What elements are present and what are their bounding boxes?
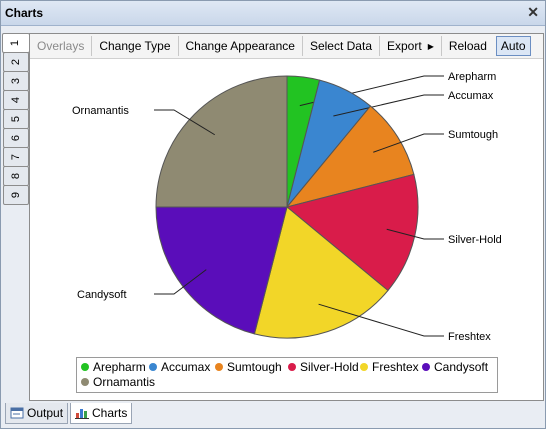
leader-line-freshtex [318,303,444,337]
legend-swatch [422,363,430,371]
leader-line-candysoft [154,269,207,295]
legend-label: Sumtough [227,360,282,374]
close-icon[interactable]: ✕ [527,4,539,20]
chart-legend: Arepharm Accumax Sumtough Silver-Hold Fresht… [76,357,498,393]
legend-label: Silver-Hold [300,360,359,374]
data-label-arepharm: Arepharm [448,71,496,83]
pie-slice-silver-hold[interactable] [285,173,419,292]
submenu-arrow-icon: ▶ [427,41,434,51]
chart-panel: Overlays Change Type Change Appearance S… [29,33,544,401]
legend-label: Freshtex [372,360,419,374]
legend-item-sumtough: Sumtough [215,360,282,374]
legend-item-accumax: Accumax [149,360,210,374]
pie-slice-freshtex[interactable] [253,206,389,339]
overlays-button[interactable]: Overlays [30,36,93,56]
pie-chart: Arepharm Accumax Sumtough Silver-Hold Fresht… [72,71,502,343]
reload-button[interactable]: Reload [448,39,487,53]
pie-slice-ornamantis[interactable] [155,75,288,208]
change-type-button[interactable]: Change Type [92,36,179,56]
data-label-freshtex: Freshtex [448,331,491,343]
bar-chart-icon [75,409,89,419]
legend-swatch [215,363,223,371]
legend-label: Arepharm [93,360,146,374]
legend-swatch [149,363,157,371]
chart-tab-9[interactable]: 9 [3,185,29,205]
legend-item-arepharm: Arepharm [81,360,146,374]
leader-line-ornamantis [154,109,216,136]
data-label-candysoft: Candysoft [77,289,127,301]
data-label-sumtough: Sumtough [448,129,498,141]
window-title: Charts [5,6,44,20]
chart-tabs: 1 2 3 4 5 6 7 8 9 [2,33,30,205]
chart-toolbar: Overlays Change Type Change Appearance S… [30,34,543,59]
tab-output[interactable]: Output [5,403,69,424]
tab-charts[interactable]: Charts [70,403,133,424]
pie-slice-sumtough[interactable] [285,105,415,208]
data-label-accumax: Accumax [448,90,494,102]
leader-line-sumtough [373,133,444,153]
legend-item-ornamantis: Ornamantis [81,375,155,389]
tab-output-label: Output [27,406,64,420]
legend-swatch [81,378,89,386]
title-bar: Charts ✕ [1,1,545,26]
auto-toggle[interactable]: Auto [495,36,531,56]
data-label-silver-hold: Silver-Hold [448,234,502,246]
export-label: Export [387,39,422,53]
legend-item-candysoft: Candysoft [422,360,488,374]
legend-label: Ornamantis [93,375,156,389]
tab-charts-label: Charts [92,406,128,420]
change-appearance-button[interactable]: Change Appearance [179,36,303,56]
legend-swatch [81,363,89,371]
legend-swatch [360,363,368,371]
leader-line-accumax [333,94,444,117]
export-button[interactable]: Export ▶ [380,36,442,56]
select-data-button[interactable]: Select Data [303,36,380,56]
bottom-tab-bar: Output Charts [1,403,545,428]
legend-swatch [288,363,296,371]
legend-label: Candysoft [434,360,489,374]
legend-label: Accumax [161,360,211,374]
leader-line-silver-hold [386,228,444,240]
legend-item-silver-hold: Silver-Hold [288,360,359,374]
output-icon [10,407,24,419]
data-label-ornamantis: Ornamantis [72,105,129,117]
legend-item-freshtex: Freshtex [360,360,419,374]
